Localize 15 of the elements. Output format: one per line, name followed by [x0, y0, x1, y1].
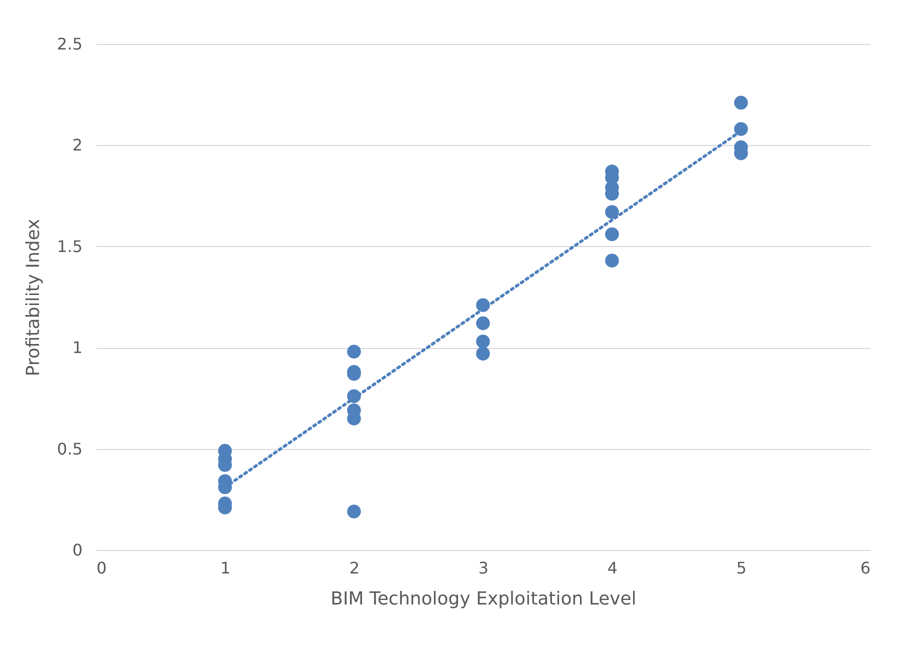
- x-tick-label: 2: [349, 558, 360, 578]
- y-tick-label: 2.5: [57, 34, 82, 54]
- y-axis-title: Profitability Index: [23, 218, 44, 376]
- y-tick-label: 2: [72, 136, 82, 155]
- x-tick-label: 5: [736, 558, 747, 578]
- x-tick-label: 1: [220, 558, 231, 578]
- x-tick-label: 6: [860, 558, 870, 578]
- y-tick-label: 0.5: [57, 439, 82, 458]
- x-tick-label: 3: [478, 558, 489, 578]
- y-tick-label: 1.5: [57, 236, 82, 256]
- y-tick-label: 0: [72, 540, 82, 560]
- y-tick-label: 1: [72, 338, 82, 358]
- x-tick-label: 0: [96, 558, 107, 578]
- x-tick-label: 4: [607, 558, 618, 578]
- x-axis-title: BIM Technology Exploitation Level: [330, 588, 636, 610]
